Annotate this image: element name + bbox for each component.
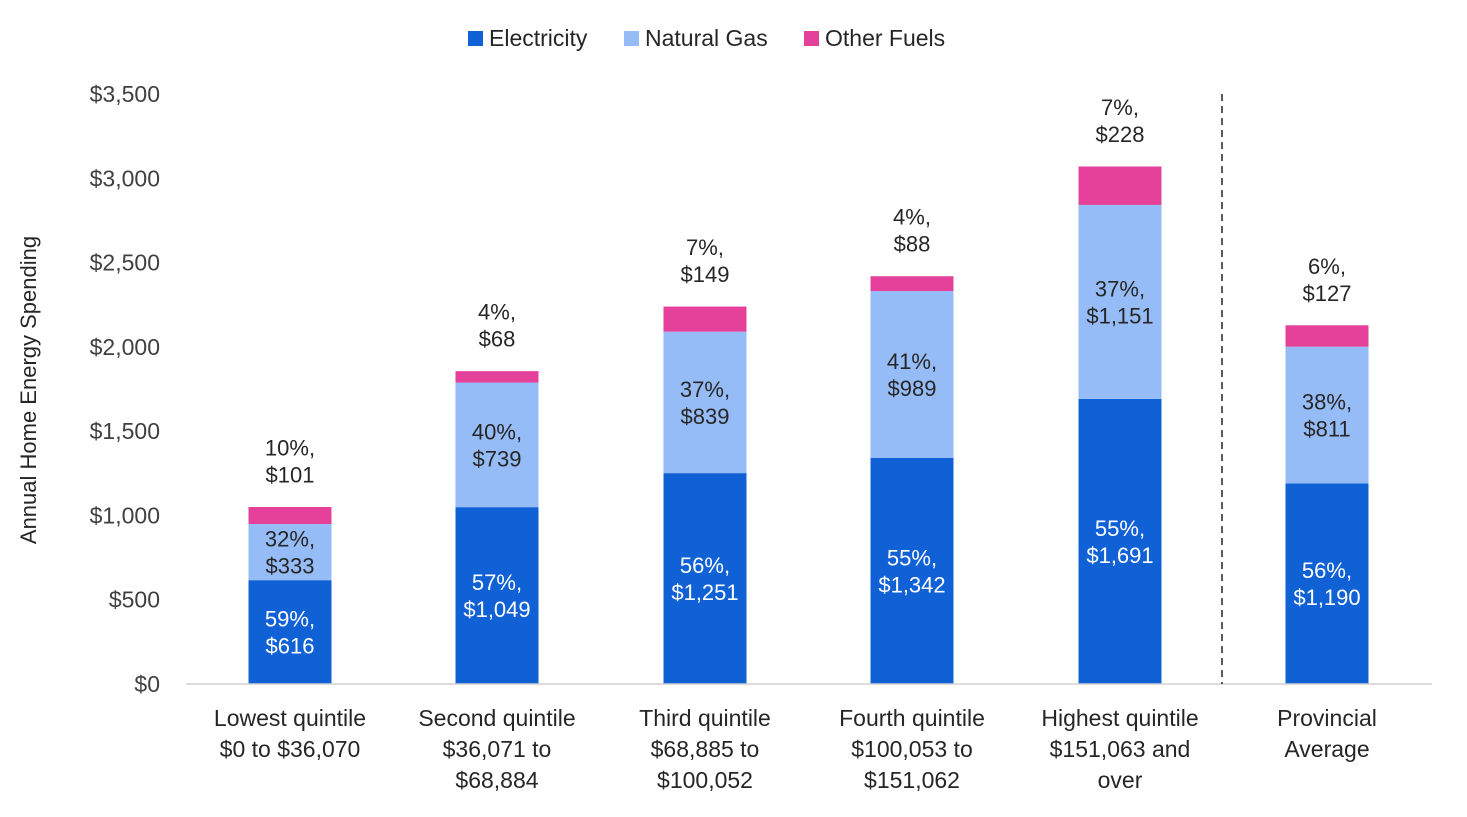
legend: Electricity Natural Gas Other Fuels: [468, 25, 945, 51]
legend-label: Electricity: [489, 25, 588, 51]
y-axis-label: Annual Home Energy Spending: [16, 236, 41, 544]
x-axis: Lowest quintile $0 to $36,070 Second quint…: [214, 705, 1377, 793]
data-label: 7%, $228: [1096, 95, 1145, 147]
y-tick-label: $3,000: [90, 165, 160, 191]
bar-segment-electricity: [1078, 398, 1162, 684]
data-label: 40%, $739: [472, 419, 522, 471]
data-label: 59%, $616: [265, 607, 315, 659]
data-label: 55%, $1,691: [1086, 516, 1153, 568]
x-tick-label: Third quintile $68,885 to $100,052: [639, 705, 771, 793]
legend-label: Natural Gas: [645, 25, 768, 51]
bar-segment-electricity: [663, 473, 747, 684]
bar-segment-natural-gas: [1078, 204, 1162, 399]
bar-segment-electricity: [870, 457, 954, 684]
y-tick-label: $500: [109, 587, 160, 613]
data-label: 4%, $68: [478, 300, 516, 352]
data-label: 38%, $811: [1302, 390, 1352, 442]
bar-segment-natural-gas: [455, 382, 539, 508]
bar-segment-electricity: [455, 507, 539, 684]
data-label: 10%, $101: [265, 436, 315, 488]
y-tick-label: $1,000: [90, 502, 160, 528]
data-label: 56%, $1,251: [671, 553, 738, 605]
x-tick-label: Lowest quintile $0 to $36,070: [214, 705, 366, 762]
data-label: 4%, $88: [893, 205, 931, 257]
legend-swatch: [624, 31, 639, 46]
data-label: 6%, $127: [1303, 254, 1352, 306]
bar-segment-other-fuels: [663, 306, 747, 332]
y-tick-label: $2,000: [90, 334, 160, 360]
data-label: 55%, $1,342: [878, 545, 945, 597]
x-tick-label: Provincial Average: [1277, 705, 1377, 762]
data-label: 41%, $989: [887, 349, 937, 401]
data-label: 32%, $333: [265, 527, 315, 579]
x-tick-label: Highest quintile $151,063 and over: [1041, 705, 1198, 793]
bar-segment-natural-gas: [663, 331, 747, 474]
bar-segment-natural-gas: [248, 524, 332, 581]
bar-segment-electricity: [1285, 483, 1369, 684]
legend-swatch: [804, 31, 819, 46]
y-tick-label: $3,500: [90, 81, 160, 107]
data-label: 37%, $839: [680, 377, 730, 429]
bar-segment-other-fuels: [1078, 166, 1162, 205]
data-label: 56%, $1,190: [1293, 558, 1360, 610]
y-tick-label: $0: [134, 671, 160, 697]
y-tick-label: $2,500: [90, 250, 160, 276]
bar-segment-other-fuels: [870, 276, 954, 292]
bar-segment-other-fuels: [455, 371, 539, 383]
legend-swatch: [468, 31, 483, 46]
bar-segment-other-fuels: [1285, 325, 1369, 347]
data-label: 57%, $1,049: [463, 570, 530, 622]
bar-segment-electricity: [248, 580, 332, 684]
bar-segment-natural-gas: [1285, 346, 1369, 484]
bar-segment-natural-gas: [870, 291, 954, 458]
data-label: 37%, $1,151: [1086, 276, 1153, 328]
y-axis: $0 $500 $1,000 $1,500 $2,000 $2,500 $3,000 $3,5…: [90, 81, 160, 697]
x-tick-label: Second quintile $36,071 to $68,884: [418, 705, 575, 793]
data-label: 7%, $149: [681, 235, 730, 287]
bar-segment-other-fuels: [248, 507, 332, 525]
y-tick-label: $1,500: [90, 418, 160, 444]
bars: 59%, $616 32%, $333 10%, $101 57%, $1,049 40%, $7…: [248, 95, 1369, 684]
legend-label: Other Fuels: [825, 25, 945, 51]
x-tick-label: Fourth quintile $100,053 to $151,062: [839, 705, 985, 793]
